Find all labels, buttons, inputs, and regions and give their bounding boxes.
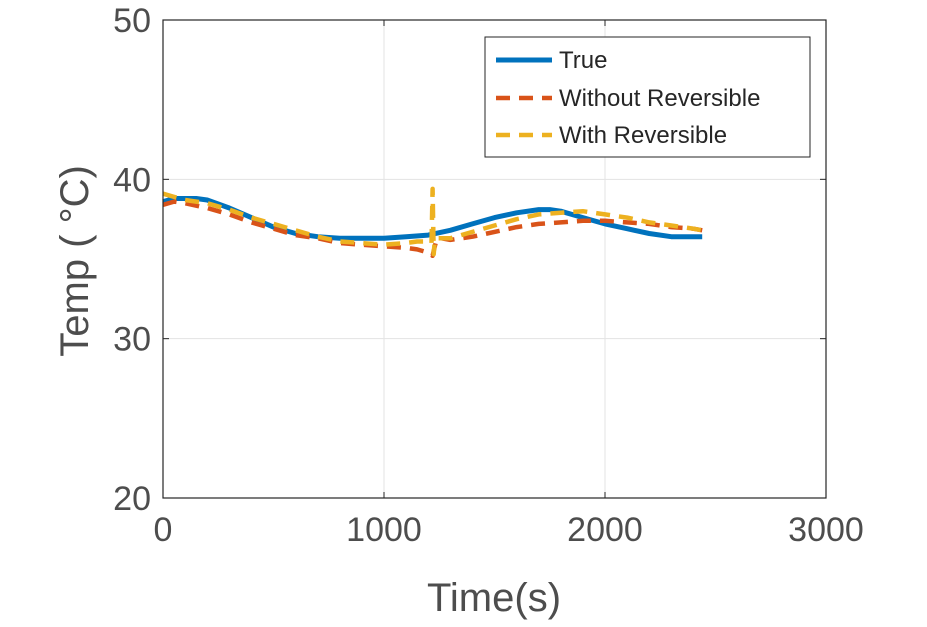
tick-labels: 0 1000 2000 3000 20 30 40 50 [113, 2, 864, 549]
legend-label: Without Reversible [559, 85, 760, 112]
legend-box [484, 36, 811, 158]
x-tick-label: 1000 [346, 511, 422, 549]
y-tick-label: 40 [113, 161, 151, 199]
legend: True Without Reversible With Reversible [484, 36, 811, 158]
legend-label: True [559, 47, 607, 74]
plot-frame [162, 19, 827, 499]
series-lines [162, 186, 703, 259]
y-tick-label: 20 [113, 480, 151, 518]
x-tick-label: 3000 [788, 511, 864, 549]
y-axis-label: Temp ( °C) [53, 165, 97, 357]
series-line-with-reversible [162, 186, 703, 257]
legend-label: With Reversible [559, 122, 727, 149]
series-line-true [162, 196, 703, 241]
x-axis-label: Time(s) [427, 576, 561, 620]
x-tick-label: 2000 [567, 511, 643, 549]
x-tick-label: 0 [154, 511, 173, 549]
y-tick-label: 30 [113, 321, 151, 359]
y-tick-label: 50 [113, 2, 151, 40]
